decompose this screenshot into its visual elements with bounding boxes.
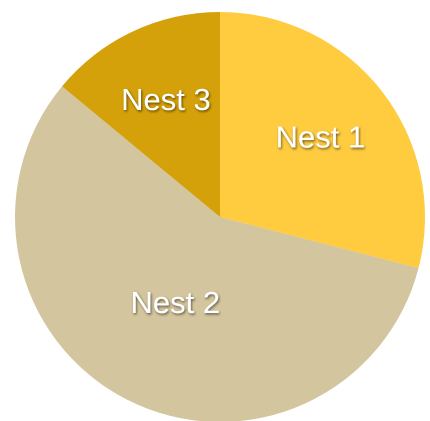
pie-slice-nest-1 xyxy=(220,12,426,268)
pie-label-nest-1: Nest 1 xyxy=(276,119,366,154)
pie-labels: Nest 1 Nest 2 Nest 3 xyxy=(121,82,365,320)
pie-slices xyxy=(15,12,426,421)
pie-slice-nest-3 xyxy=(62,12,220,217)
pie-label-nest-2: Nest 2 xyxy=(130,285,220,320)
pie-slice-nest-2 xyxy=(15,86,419,421)
pie-label-nest-3: Nest 3 xyxy=(121,82,211,117)
